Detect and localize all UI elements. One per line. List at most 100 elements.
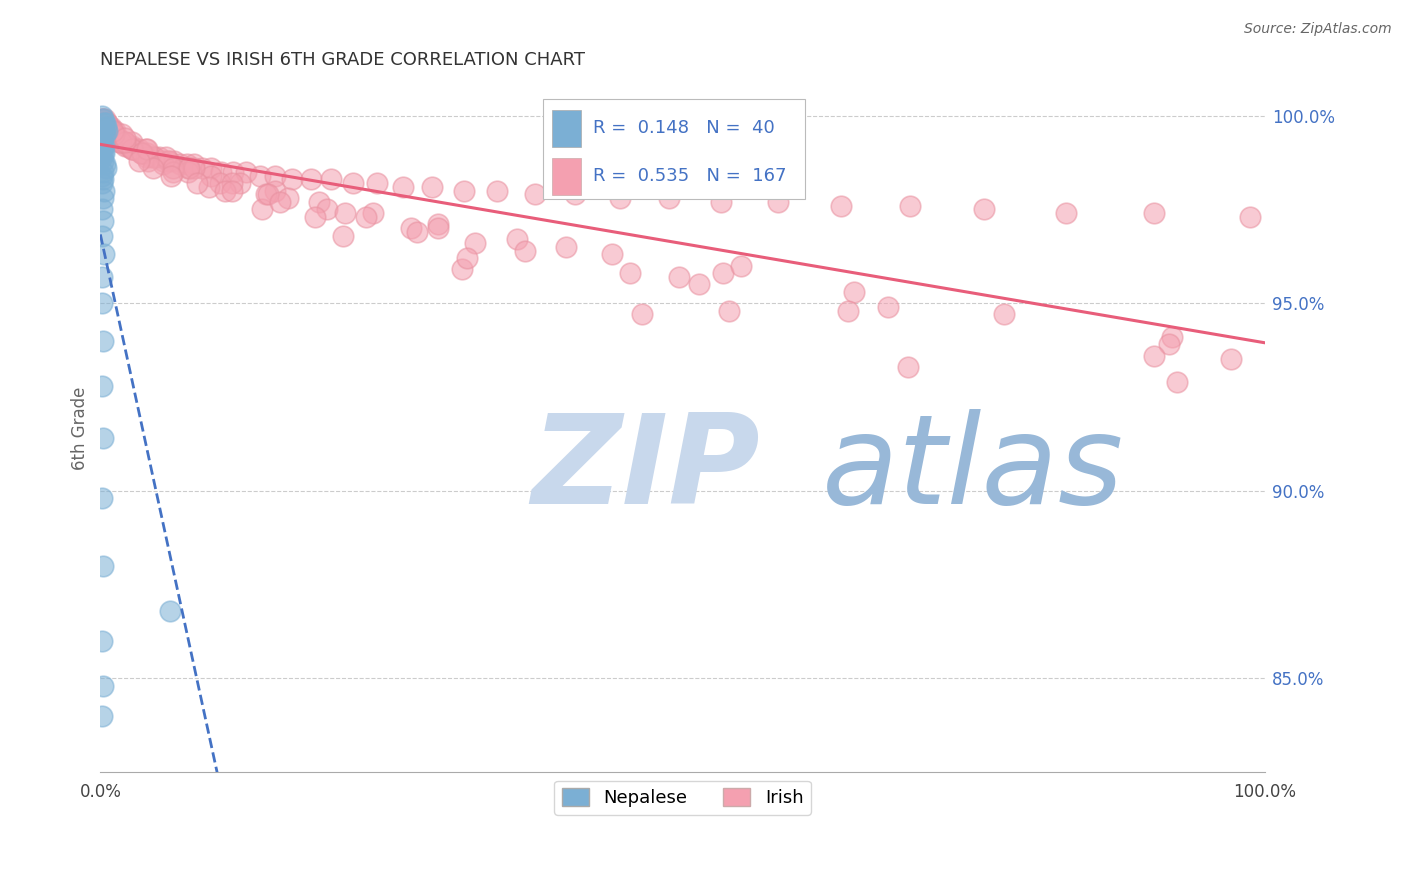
Point: [93, 146, 115, 161]
Point: [104, 123, 127, 137]
Point: [515, 244, 537, 258]
Point: [100, 128, 122, 142]
Point: [91, 116, 114, 130]
Point: [254, 187, 277, 202]
Point: [93, 184, 115, 198]
Point: [392, 179, 415, 194]
Point: [107, 131, 129, 145]
Point: [105, 131, 128, 145]
Point: [90, 135, 112, 149]
Point: [91, 112, 114, 127]
Point: [304, 210, 326, 224]
Point: [96, 120, 118, 134]
Point: [139, 150, 162, 164]
Point: [122, 142, 145, 156]
Point: [619, 266, 641, 280]
Point: [94, 116, 117, 130]
Point: [100, 128, 122, 142]
Point: [96, 120, 118, 134]
Point: [90, 169, 112, 183]
Point: [718, 303, 741, 318]
Point: [142, 150, 165, 164]
Point: [132, 146, 155, 161]
Point: [94, 116, 117, 130]
Point: [451, 262, 474, 277]
Point: [114, 135, 136, 149]
Point: [973, 202, 995, 217]
Point: [114, 135, 136, 149]
Point: [308, 194, 330, 209]
Point: [221, 176, 243, 190]
Point: [177, 161, 200, 175]
Point: [90, 176, 112, 190]
Point: [90, 109, 112, 123]
Point: [142, 150, 165, 164]
Point: [235, 165, 257, 179]
Point: [96, 116, 118, 130]
Point: [90, 116, 112, 130]
Point: [93, 116, 115, 130]
Point: [108, 135, 131, 149]
Point: [333, 206, 356, 220]
Point: [96, 123, 118, 137]
Point: [101, 128, 124, 142]
Point: [118, 138, 141, 153]
Point: [342, 176, 364, 190]
Y-axis label: 6th Grade: 6th Grade: [72, 387, 89, 470]
Point: [93, 138, 115, 153]
Point: [96, 120, 118, 134]
Point: [169, 157, 191, 171]
Point: [176, 161, 198, 175]
Point: [90, 135, 112, 149]
Point: [257, 187, 280, 202]
Point: [897, 359, 920, 374]
Point: [564, 187, 586, 202]
Point: [211, 165, 233, 179]
Point: [100, 120, 122, 134]
Point: [160, 169, 183, 183]
Point: [91, 431, 114, 445]
Point: [128, 142, 150, 156]
Point: [711, 266, 734, 280]
Point: [427, 221, 450, 235]
Point: [90, 378, 112, 392]
Point: [1239, 210, 1261, 224]
Point: [156, 153, 179, 168]
Point: [1160, 330, 1182, 344]
Point: [148, 150, 170, 164]
Point: [176, 165, 198, 179]
Point: [1159, 337, 1181, 351]
FancyBboxPatch shape: [543, 99, 804, 199]
Point: [214, 184, 236, 198]
Point: [110, 135, 132, 149]
Point: [152, 153, 174, 168]
Point: [103, 128, 125, 142]
Text: atlas: atlas: [823, 409, 1125, 531]
Point: [486, 184, 509, 198]
Point: [111, 135, 134, 149]
Point: [269, 194, 291, 209]
Point: [366, 176, 388, 190]
Point: [121, 142, 143, 156]
Point: [427, 217, 450, 231]
Point: [103, 128, 125, 142]
Point: [264, 169, 287, 183]
Point: [131, 146, 153, 161]
Point: [766, 194, 789, 209]
Point: [264, 184, 287, 198]
Point: [456, 251, 478, 265]
Point: [129, 146, 152, 161]
Point: [91, 172, 114, 186]
Point: [97, 123, 120, 137]
Point: [609, 191, 631, 205]
Text: R =  0.148   N =  40: R = 0.148 N = 40: [593, 120, 775, 137]
Point: [1143, 349, 1166, 363]
Point: [197, 179, 219, 194]
Point: [93, 116, 115, 130]
Point: [103, 131, 125, 145]
Point: [103, 131, 125, 145]
Point: [316, 202, 339, 217]
Point: [121, 138, 143, 153]
Point: [93, 116, 115, 130]
Point: [91, 679, 114, 693]
